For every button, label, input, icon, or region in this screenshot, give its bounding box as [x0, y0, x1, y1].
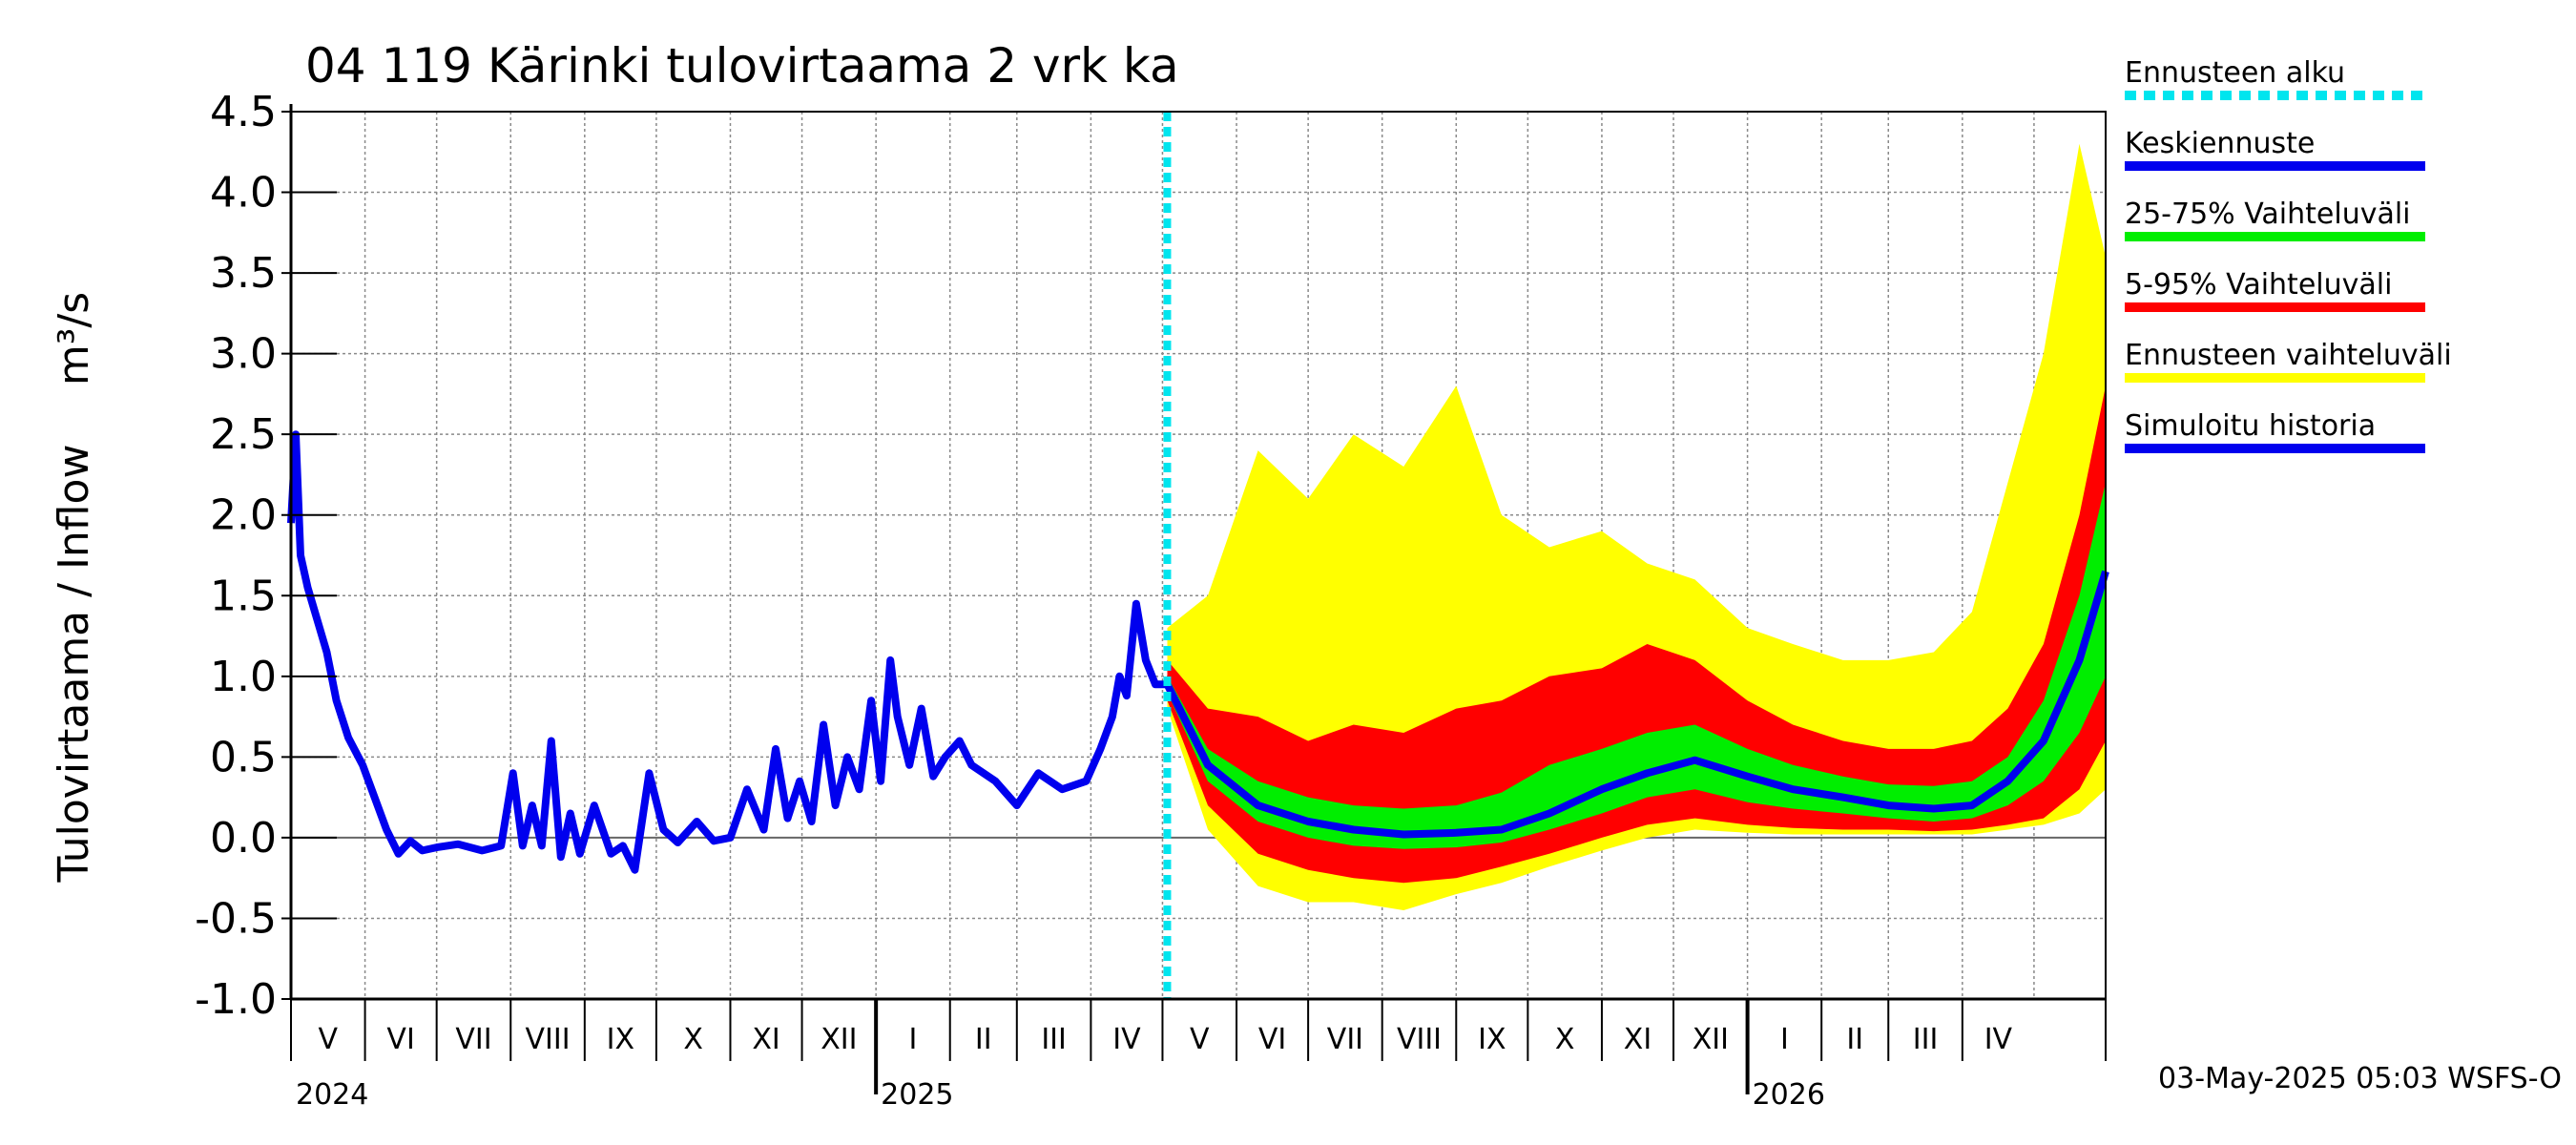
band-forecast-range: [1167, 143, 2106, 911]
month-label-1: VI: [386, 1023, 414, 1056]
line-mean-forecast: [1163, 570, 2109, 839]
legend: Ennusteen alku Keskiennuste 25-75% Vaihtel…: [2125, 56, 2452, 453]
month-label-9: II: [975, 1023, 992, 1056]
month-label-11: IV: [1112, 1023, 1141, 1056]
legend-label-p5_95: 5-95% Vaihteluväli: [2125, 268, 2392, 302]
month-label-4: IX: [607, 1023, 634, 1056]
year-label-0: 2024: [296, 1078, 368, 1112]
month-label-16: IX: [1478, 1023, 1506, 1056]
year-label-2: 2026: [1753, 1078, 1825, 1112]
legend-label-p25_75: 25-75% Vaihteluväli: [2125, 198, 2411, 231]
month-label-18: XI: [1624, 1023, 1652, 1056]
month-label-14: VII: [1327, 1023, 1363, 1056]
month-label-19: XII: [1693, 1023, 1729, 1056]
y-tick-label-5: 2.0: [210, 491, 277, 540]
axes: [289, 104, 2107, 1001]
month-label-7: XII: [821, 1023, 857, 1056]
y-tick-label-10: -0.5: [195, 894, 277, 943]
y-tick-label-6: 1.5: [210, 572, 277, 620]
month-label-8: I: [909, 1023, 918, 1056]
band-5-95: [1167, 385, 2106, 884]
month-label-17: X: [1555, 1023, 1575, 1056]
month-label-5: X: [683, 1023, 703, 1056]
y-tick-label-3: 3.0: [210, 330, 277, 379]
month-label-20: I: [1780, 1023, 1789, 1056]
month-label-13: VI: [1258, 1023, 1286, 1056]
series-lines: [287, 112, 2109, 999]
month-label-22: III: [1913, 1023, 1939, 1056]
month-label-12: V: [1190, 1023, 1210, 1056]
year-label-1: 2025: [881, 1078, 953, 1112]
month-label-0: V: [319, 1023, 339, 1056]
y-tick-labels: 4.5 4.0 3.5 3.0 2.5 2.0 1.5 1.0 0.5 0.0 -0.5 -1.0: [195, 88, 337, 1024]
y-tick-label-4: 2.5: [210, 410, 277, 459]
line-simulated-history: [287, 430, 1168, 874]
legend-label-start: Ennusteen alku: [2125, 56, 2345, 90]
y-tick-label-1: 4.0: [210, 169, 277, 218]
month-label-6: XI: [752, 1023, 779, 1056]
y-tick-label-2: 3.5: [210, 249, 277, 298]
month-label-10: III: [1041, 1023, 1067, 1056]
legend-label-range: Ennusteen vaihteluväli: [2125, 339, 2452, 372]
x-month-labels: V VI VII VIII IX X XI XII I II III IV V VI VII VIII IX X X…: [290, 999, 2107, 1112]
month-label-21: II: [1846, 1023, 1863, 1056]
legend-label-history: Simuloitu historia: [2125, 409, 2376, 443]
y-tick-label-0: 4.5: [210, 88, 277, 136]
y-tick-label-11: -1.0: [195, 975, 277, 1024]
y-tick-label-9: 0.0: [210, 814, 277, 863]
y-axis-unit: m³/s: [50, 292, 98, 385]
month-label-2: VII: [455, 1023, 491, 1056]
legend-label-mean: Keskiennuste: [2125, 127, 2315, 160]
timestamp-label: 03-May-2025 05:03 WSFS-O: [2158, 1062, 2562, 1095]
month-label-15: VIII: [1397, 1023, 1442, 1056]
y-axis-label: Tulovirtaama / Inflow: [50, 445, 98, 884]
y-tick-label-8: 0.5: [210, 733, 277, 781]
y-tick-label-7: 1.0: [210, 653, 277, 701]
chart-title: 04 119 Kärinki tulovirtaama 2 vrk ka: [305, 38, 1179, 94]
month-label-3: VIII: [525, 1023, 570, 1056]
month-label-23: IV: [1984, 1023, 2013, 1056]
